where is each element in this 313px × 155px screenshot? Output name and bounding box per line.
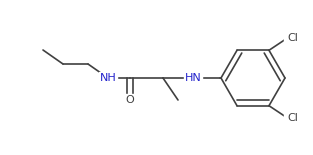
Bar xyxy=(125,94,135,106)
Bar xyxy=(284,32,302,44)
Bar xyxy=(284,112,302,124)
Bar xyxy=(99,72,117,84)
Text: NH: NH xyxy=(100,73,116,83)
Text: HN: HN xyxy=(185,73,201,83)
Text: Cl: Cl xyxy=(288,113,298,123)
Text: O: O xyxy=(126,95,134,105)
Text: Cl: Cl xyxy=(288,33,298,43)
Bar xyxy=(184,72,202,84)
